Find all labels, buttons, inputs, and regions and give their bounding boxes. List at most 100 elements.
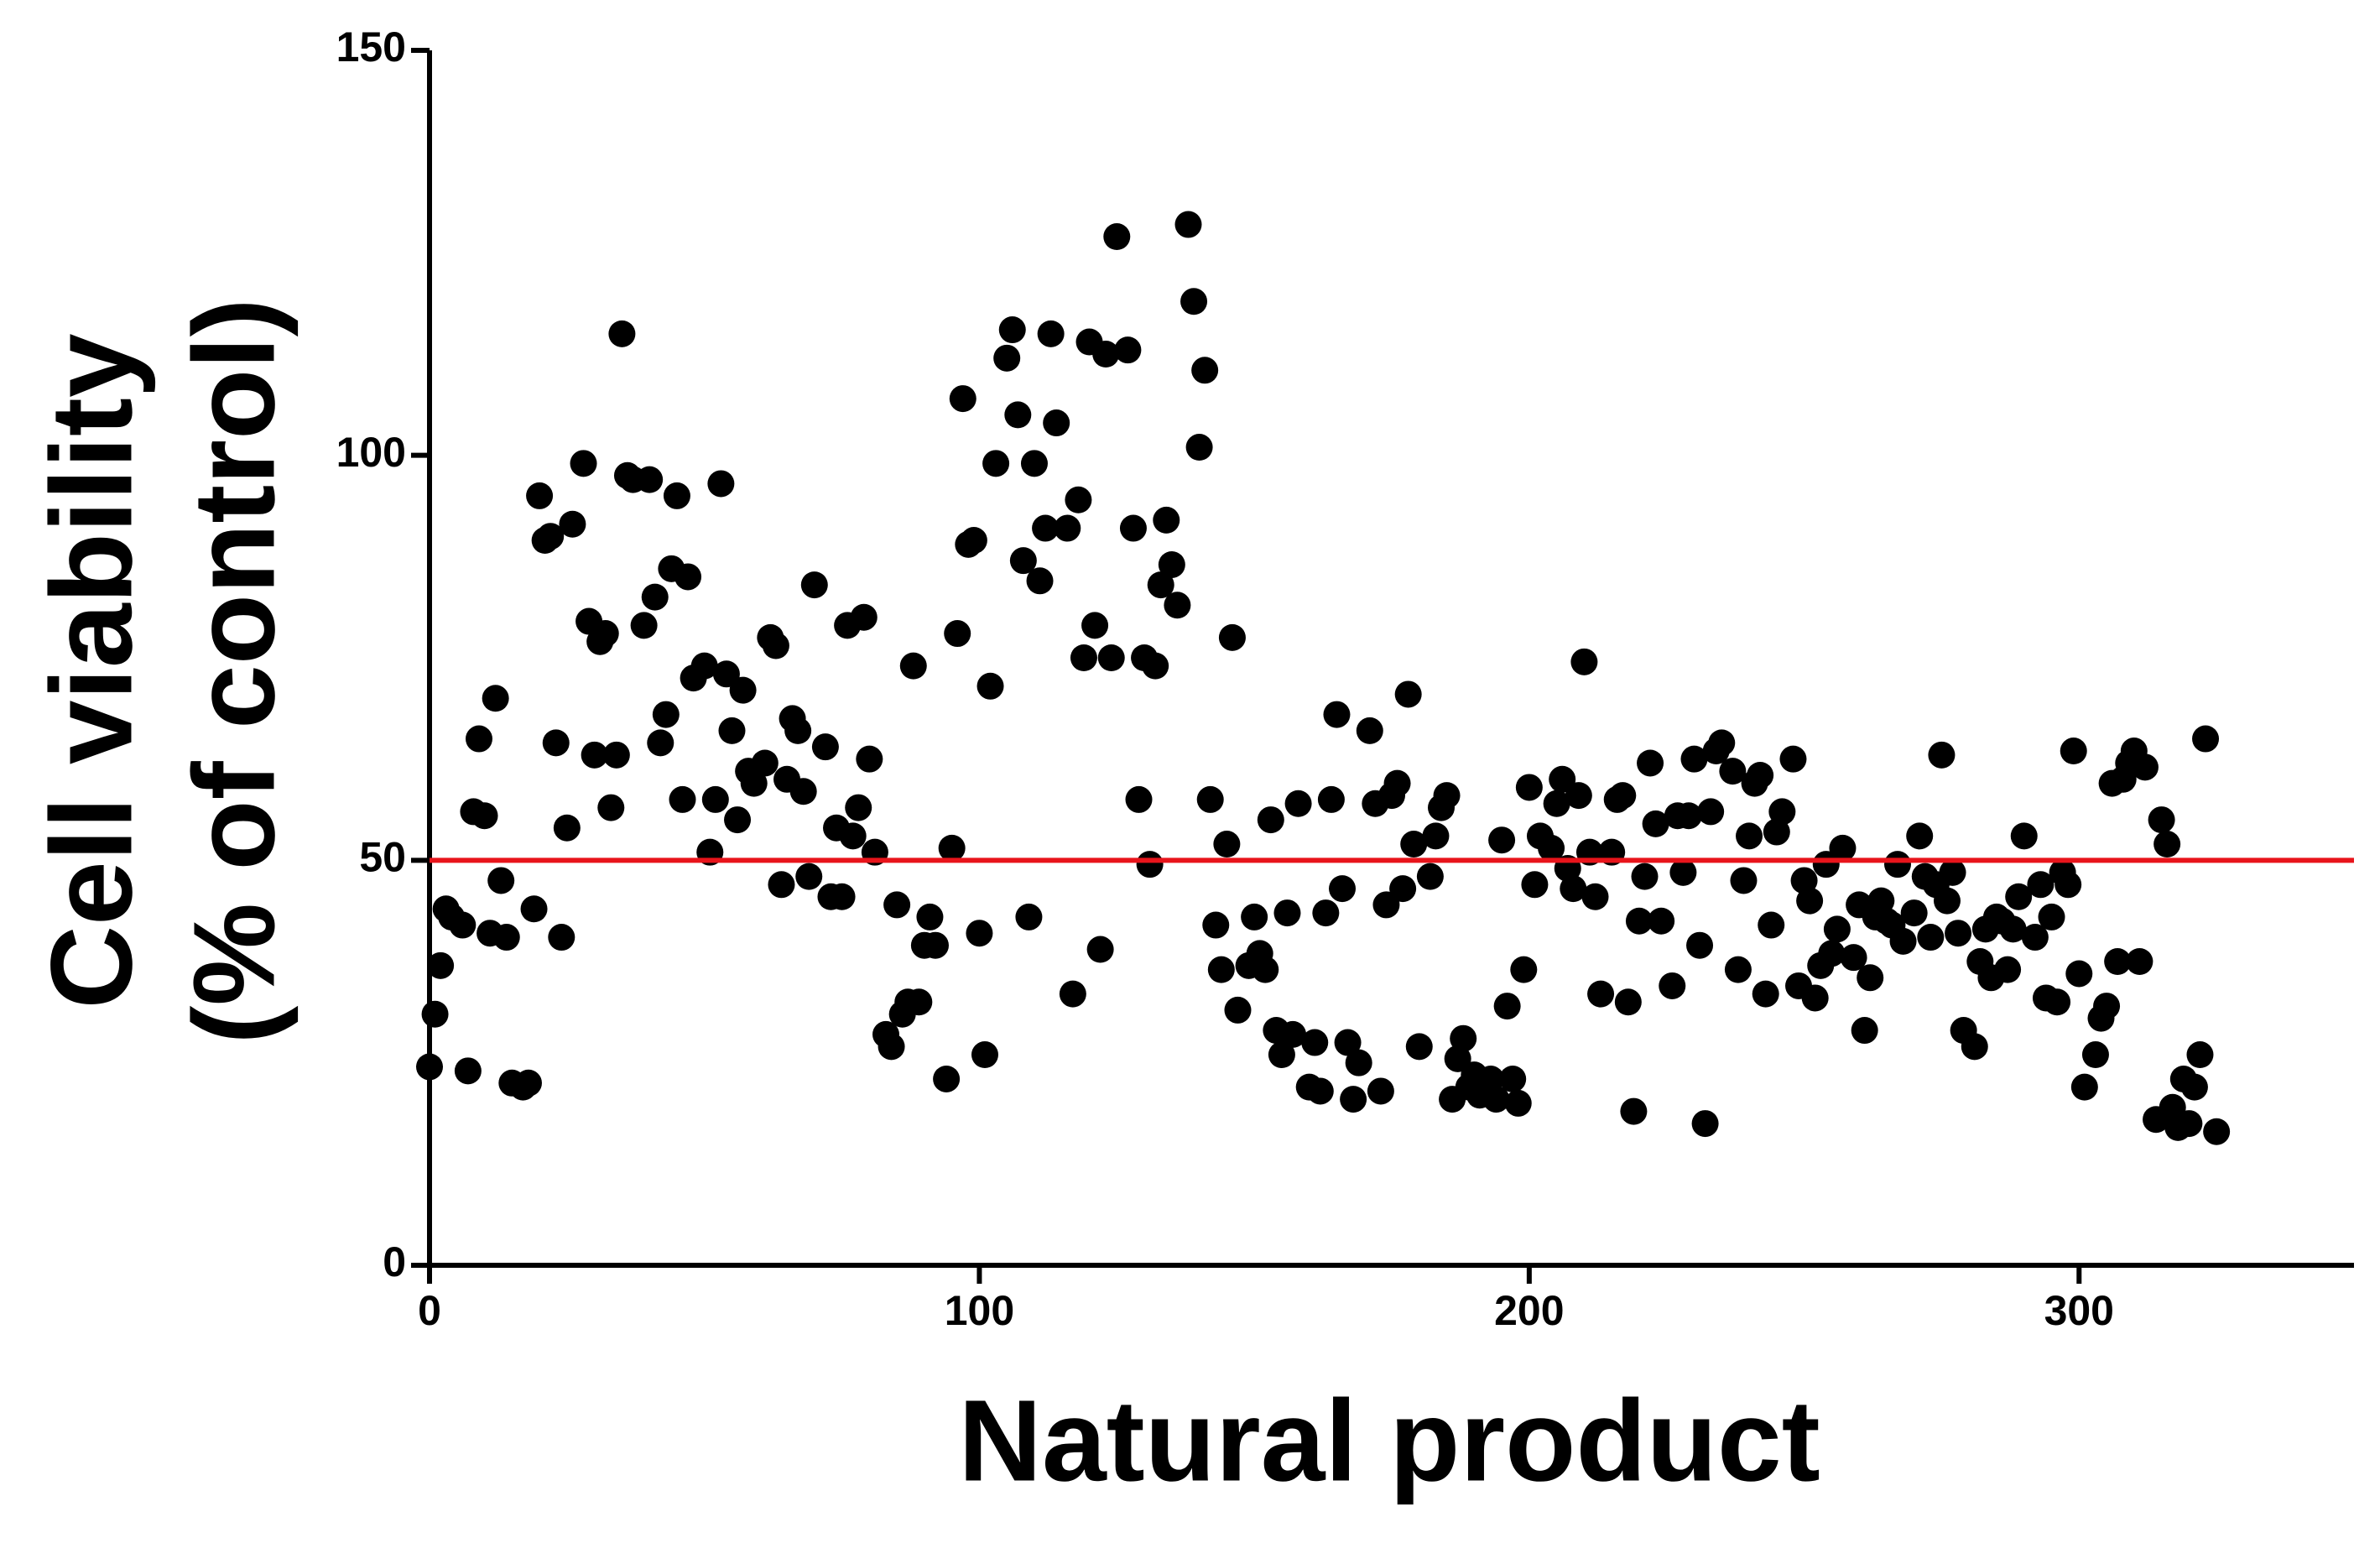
point [1367,1077,1394,1105]
point [1823,915,1851,943]
point [537,523,565,550]
point [520,895,548,923]
point [1340,1086,1367,1113]
point [1252,956,1279,983]
point [1383,769,1411,797]
point [921,931,949,959]
point [1306,1077,1334,1105]
point [976,672,1004,700]
point [570,450,597,477]
point [1450,1024,1477,1052]
point [2055,871,2082,899]
point [751,749,779,777]
point [1867,887,1895,915]
point [1020,450,1048,477]
point [663,482,690,509]
point [1829,834,1857,862]
point [449,911,477,939]
point [1103,223,1131,251]
point [1207,956,1235,983]
point [647,729,674,757]
point [1334,1029,1362,1056]
point [2010,822,2038,850]
point [1114,336,1142,364]
point [1674,802,1702,830]
point [960,527,987,555]
point [1356,717,1383,744]
point [471,802,498,830]
point [1763,818,1790,846]
point [1620,1097,1648,1125]
point [1510,956,1538,983]
y-axis-title-line: Cell viability [27,333,156,1009]
point [1185,434,1213,461]
point [768,871,795,899]
point [2148,806,2175,834]
point [1268,1041,1295,1069]
point [1917,924,1945,951]
point [1961,1033,1988,1061]
point [1504,1089,1532,1117]
point [669,785,696,813]
point [1043,409,1070,437]
x-tick-label: 0 [418,1287,441,1334]
point [1488,826,1516,854]
point [1004,401,1032,429]
point [1889,927,1917,955]
point [1543,790,1570,817]
point [1345,1049,1372,1076]
point [2104,948,2132,975]
point [636,466,664,493]
point [2005,883,2033,910]
point [1758,911,1785,939]
point [1812,851,1840,878]
point [1136,851,1164,878]
point [740,769,768,797]
point [1945,920,1972,947]
point [1218,623,1246,651]
point [1768,798,1796,826]
point [1587,980,1615,1008]
point [581,741,608,769]
point [828,883,856,910]
point [597,794,625,821]
point [1416,863,1444,890]
point [1851,1017,1878,1045]
point [916,903,944,930]
point [938,834,966,862]
point [845,794,872,821]
point [2044,988,2071,1016]
point [1174,211,1202,238]
point [1565,782,1592,810]
point [800,571,828,599]
point [1394,680,1422,708]
point [1422,822,1450,850]
point [1686,931,1714,959]
point [2175,1110,2203,1138]
point [998,316,1026,344]
point [492,924,520,951]
x-axis-title: Natural product [958,1376,1820,1505]
point [1790,867,1818,894]
point [674,563,702,591]
point [856,745,883,773]
point [1642,810,1669,837]
point [966,920,993,947]
point [1538,834,1565,862]
point [1933,887,1961,915]
point [1196,785,1224,813]
point [1301,1029,1329,1056]
point [949,385,976,413]
point [1724,956,1752,983]
point [1796,887,1824,915]
point [652,701,680,728]
point [630,612,658,639]
point [1669,858,1697,886]
point [1142,652,1169,680]
point [1125,785,1153,813]
point [559,510,586,538]
point [724,806,752,834]
point [487,867,515,894]
point [641,583,669,611]
point [421,1000,449,1028]
